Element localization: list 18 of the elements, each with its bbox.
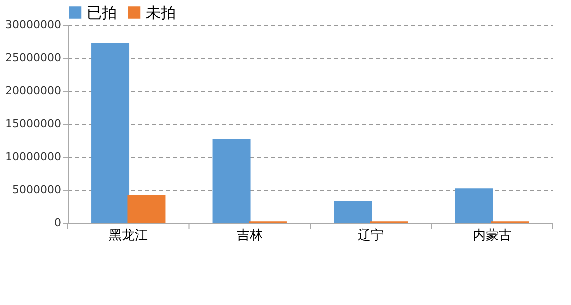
legend-label: 未拍 bbox=[146, 4, 176, 22]
bar bbox=[455, 188, 494, 223]
bar bbox=[92, 43, 130, 223]
y-tick-label: 15000000 bbox=[6, 118, 62, 130]
bar bbox=[334, 201, 372, 223]
y-tick-label: 10000000 bbox=[6, 150, 62, 164]
bar bbox=[128, 195, 166, 223]
x-tick-label: 辽宁 bbox=[358, 228, 384, 244]
y-tick-label: 0 bbox=[54, 216, 62, 230]
legend-label: 已拍 bbox=[87, 4, 117, 22]
x-tick-label: 吉林 bbox=[236, 228, 263, 244]
y-tick-label: 30000000 bbox=[6, 18, 62, 32]
bar bbox=[212, 139, 251, 223]
y-tick-label: 25000000 bbox=[6, 52, 62, 64]
y-tick-label: 20000000 bbox=[6, 84, 62, 98]
y-tick-label: 5000000 bbox=[12, 184, 62, 196]
x-tick-label: 黑龙江 bbox=[109, 228, 148, 244]
x-tick-label: 内蒙古 bbox=[472, 228, 512, 244]
